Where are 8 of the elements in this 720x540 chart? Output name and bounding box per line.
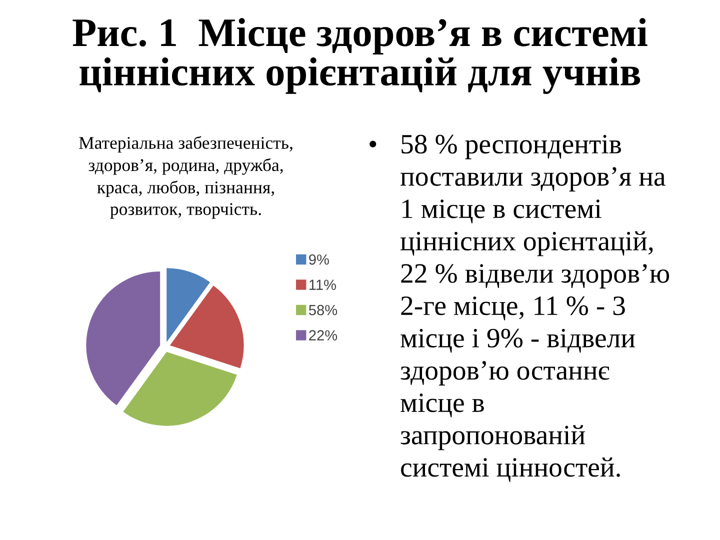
chart-title: Рис. 1 Місце здоров’я в системі ціннісних орієнтацій для учнів: [72, 18, 648, 94]
legend-label: 58%: [308, 304, 338, 316]
legend-label: 9%: [309, 254, 329, 265]
legend-label: 11%: [310, 280, 336, 290]
text: 58 % респондентів поставили здоров’я на 1 місце в системі ціннісних орієнтацій, 22 % відвели здоров’ю 2-ге місце, 11 % - 3 місце і 9% - відвели здоров’ю останнє місце в запропонованій системі цінностей.: [400, 134, 670, 482]
text: •: [370, 140, 376, 148]
legend-label: 22%: [309, 330, 338, 340]
chart-subtitle: Матеріальна забезпеченість, здоров’я, родина, дружба, краса, любов, пізнання, розвиток, творчість.: [79, 136, 292, 219]
